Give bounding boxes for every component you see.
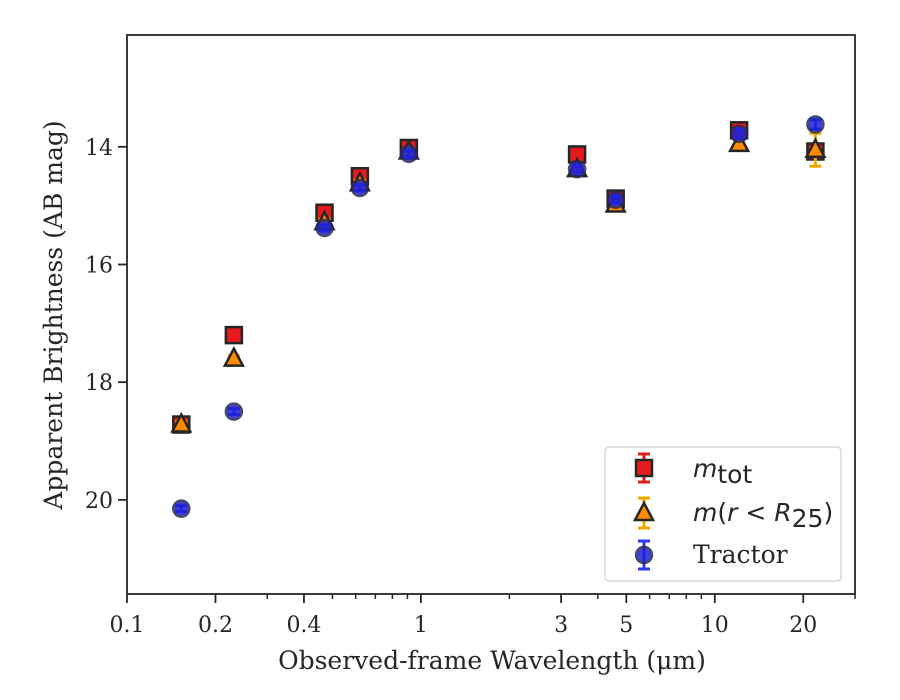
y-axis-title-text: Apparent Brightness (AB mag) — [39, 120, 68, 510]
data-point — [606, 190, 625, 210]
y-tick-label: 18 — [85, 371, 113, 396]
x-axis-title-text: Observed-frame Wavelength (μm) — [278, 646, 706, 675]
data-point — [350, 178, 370, 198]
legend-label-tractor: Tractor — [693, 540, 788, 569]
data-point — [170, 411, 193, 433]
y-axis-title: Apparent Brightness (AB mag) — [39, 120, 68, 510]
circle-marker — [729, 124, 749, 144]
circle-marker — [172, 499, 191, 518]
y-tick-label: 14 — [85, 136, 113, 161]
x-tick-label: 10 — [701, 613, 729, 638]
square-marker — [224, 325, 244, 345]
circle-marker — [606, 190, 625, 210]
series-1 — [172, 121, 825, 434]
data-point — [806, 115, 825, 134]
x-axis-title: Observed-frame Wavelength (μm) — [278, 646, 706, 675]
x-tick-label: 0.2 — [198, 613, 233, 638]
x-tick-label: 5 — [619, 613, 633, 638]
axes-frame — [126, 34, 856, 595]
circle-marker — [806, 115, 825, 134]
plot-area — [170, 115, 827, 518]
circle-marker — [224, 402, 244, 421]
data-point — [729, 124, 749, 144]
legend-entry-m-tot: mtot — [634, 452, 752, 489]
legend-square-marker — [634, 458, 654, 478]
data-point — [567, 159, 587, 179]
data-point — [172, 499, 191, 518]
y-tick-label: 16 — [85, 253, 113, 278]
data-point — [224, 402, 244, 421]
legend-label-m-tot: mtot — [693, 454, 752, 489]
legend-label-m-r25: m(r < R25) — [693, 498, 833, 533]
x-tick-label: 3 — [554, 613, 568, 638]
legend-entry-m-r25: m(r < R25) — [632, 496, 833, 533]
x-tick-label: 0.4 — [286, 613, 321, 638]
legend-frame — [604, 446, 842, 582]
triangle-marker — [804, 137, 827, 158]
x-tick-label: 0.1 — [110, 613, 145, 638]
legend-triangle-marker — [632, 500, 656, 522]
data-point — [399, 144, 419, 164]
triangle-marker — [222, 345, 245, 367]
circle-marker — [315, 218, 334, 238]
data-point — [224, 325, 244, 345]
x-tick-label: 1 — [414, 613, 428, 638]
legend-entry-tractor: Tractor — [634, 539, 788, 571]
x-tick-label: 20 — [789, 613, 817, 638]
axes: 0.1 0.2 0.4 1 3 5 10 20 14 16 18 20 — [85, 34, 856, 638]
y-tick-label: 20 — [85, 489, 113, 514]
circle-marker — [350, 178, 370, 198]
circle-marker — [399, 144, 419, 164]
circle-marker — [567, 159, 587, 179]
series-2 — [170, 131, 827, 433]
legend: mtot m(r < R25) Tractor — [604, 446, 842, 582]
series-3 — [172, 115, 825, 518]
triangle-marker — [170, 411, 193, 433]
data-point — [315, 218, 334, 238]
legend-circle-marker — [634, 545, 654, 565]
data-point — [804, 131, 827, 168]
data-point — [222, 345, 245, 367]
